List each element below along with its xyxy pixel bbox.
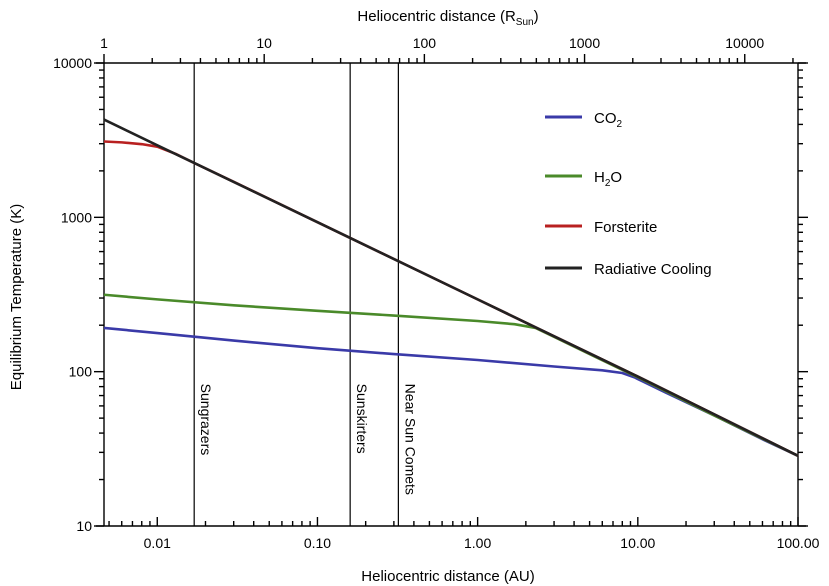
legend-label-base: H [594, 169, 605, 186]
series-line [103, 118, 799, 457]
legend-label: CO2 [594, 110, 623, 130]
x-tick-label: 10.00 [620, 535, 655, 551]
top-axis-title-prefix: Heliocentric distance (R [357, 8, 516, 25]
marker-label: Near Sun Comets [402, 384, 418, 495]
x-tick-label: 1.00 [464, 535, 491, 551]
top-tick-label: 1000 [569, 35, 600, 51]
legend-label-suffix: O [610, 169, 622, 186]
vertical-markers: Sungrazers Sunskirters Near Sun Comets [193, 63, 418, 526]
ticks: 10 100 1000 10000 0.01 0.10 1.00 10.00 100.00 1 10… [53, 35, 820, 551]
x-tick-label: 100.00 [777, 535, 820, 551]
y-tick-label: 1000 [61, 209, 92, 225]
legend-label: Radiative Cooling [594, 261, 712, 278]
series-lines [103, 118, 799, 457]
legend-label-sub: 2 [617, 119, 623, 130]
x-axis-title: Heliocentric distance (AU) [361, 568, 534, 585]
legend-label: Forsterite [594, 219, 657, 236]
top-axis-title-suffix: ) [534, 8, 539, 25]
marker-label: Sunskirters [354, 384, 370, 454]
top-tick-label: 10000 [725, 35, 764, 51]
top-axis-title: Heliocentric distance (RSun) [357, 8, 538, 28]
axes [96, 62, 806, 527]
y-tick-label: 10 [76, 518, 92, 534]
marker-label: Sungrazers [198, 384, 214, 456]
legend-label: H2O [594, 169, 622, 189]
top-tick-label: 10 [256, 35, 272, 51]
y-tick-label: 100 [69, 364, 93, 380]
y-tick-label: 10000 [53, 55, 92, 71]
x-tick-label: 0.01 [144, 535, 171, 551]
legend-label-sub: 2 [605, 178, 611, 189]
legend-label-base: CO [594, 110, 617, 127]
x-tick-label: 0.10 [304, 535, 331, 551]
top-tick-label: 100 [413, 35, 437, 51]
y-axis-title: Equilibrium Temperature (K) [8, 204, 25, 390]
top-axis-title-sub: Sun [516, 17, 534, 28]
top-tick-label: 1 [100, 35, 108, 51]
